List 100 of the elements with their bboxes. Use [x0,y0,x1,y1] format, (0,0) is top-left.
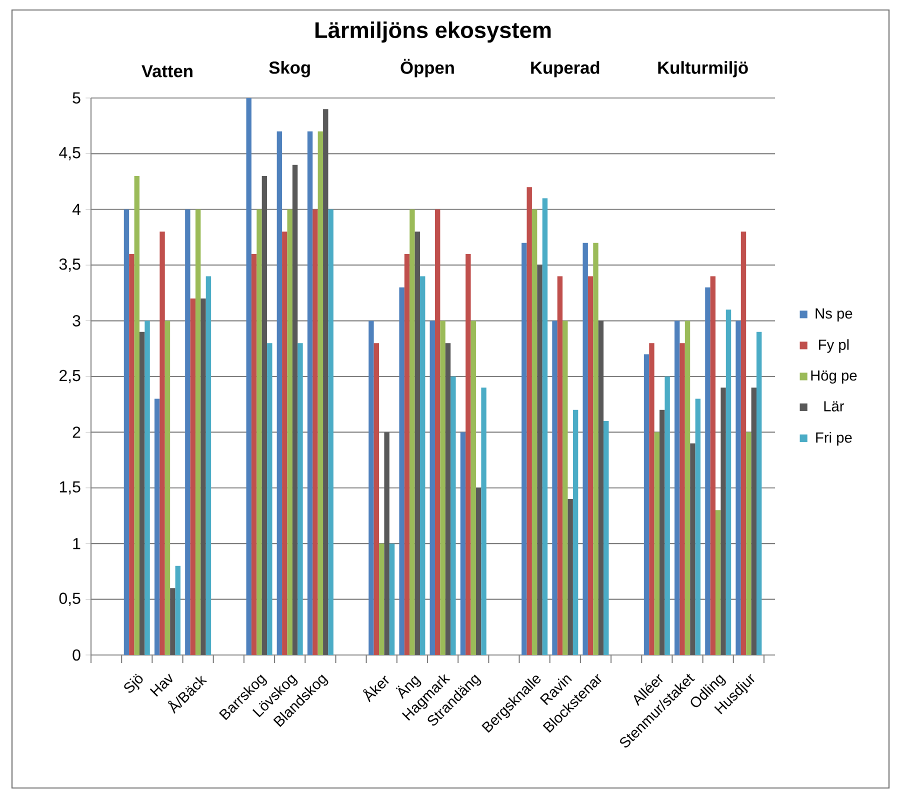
y-tick-label: 1,5 [60,481,80,494]
bar [644,354,650,655]
chart-title: Lärmiljöns ekosystem [315,22,551,43]
bar [190,298,196,655]
bar [470,320,476,655]
bar [542,198,548,655]
bar [445,343,451,655]
bar [537,265,542,655]
bar [129,254,134,655]
bar [282,232,288,655]
bar [572,410,578,655]
bar [582,242,588,655]
bar [674,320,680,655]
bar [139,332,145,655]
y-tick-label: 0,5 [59,592,80,606]
bar [604,421,609,655]
bar [410,209,415,655]
y-tick-label: 5 [72,92,80,104]
bar [526,187,532,655]
bar [389,544,395,655]
bar [568,499,573,655]
y-tick-label: 3 [72,315,80,326]
text: Kulturmiljö [658,61,748,78]
bar [434,209,440,655]
bar [374,343,380,655]
bar [466,254,471,655]
bar [654,432,660,655]
bar [557,276,563,655]
bar [414,232,420,655]
bar [124,209,130,655]
text: Öppen [400,58,454,78]
bar [185,209,190,655]
y-tick-label: 0 [72,649,80,661]
legend-label: Lär [824,401,844,412]
bar [144,320,150,655]
bar [206,276,212,655]
bar [323,109,328,655]
y-tick-label: 2 [72,426,80,438]
bar [588,276,594,655]
bar [705,287,710,655]
bar [756,332,762,655]
bar [276,131,282,655]
bar [154,398,160,655]
bar [552,320,558,655]
bar [710,276,716,655]
bar [160,232,165,655]
y-tick-label: 2,5 [60,370,80,384]
x-tick-label: Sjö [124,674,143,693]
legend-label: Fri pe [816,432,852,446]
bar [368,320,374,655]
bar [716,510,721,655]
text: Kuperad [531,61,600,78]
bar [460,432,466,655]
bar [328,209,334,655]
bar [720,388,726,655]
bar [200,298,206,655]
bar [312,209,318,655]
y-tick-label: 1 [73,538,80,550]
bar [736,320,741,655]
bar [695,398,701,655]
bar [481,388,486,655]
bar [267,343,272,655]
bar [664,376,670,655]
bar [660,410,665,655]
bar [195,209,201,655]
bar [684,320,690,655]
y-tick-label: 4,5 [59,147,80,160]
bar [476,488,482,655]
bar [726,310,732,655]
text: Vatten [142,65,192,78]
bar [404,254,410,655]
bar [740,232,746,655]
bar [175,566,180,655]
bar [751,388,756,655]
legend-label: Fy pl [819,339,849,353]
bar [532,209,538,655]
bar [649,343,654,655]
bar [450,376,456,655]
bar [246,98,252,655]
bar [746,432,752,655]
bar [522,242,527,655]
bar [262,176,268,655]
bar [420,276,426,655]
bar [287,209,292,655]
bar [164,320,170,655]
bar [318,131,324,655]
bar [598,320,604,655]
legend-label: Ns pe [816,308,852,322]
bar [307,131,313,655]
bar [256,209,262,655]
text: Skog [269,61,310,78]
bar [170,588,176,655]
bar [440,320,446,655]
bar [680,343,685,655]
bar [251,254,257,655]
bar [379,544,384,655]
bar [593,242,598,655]
bar [292,164,298,655]
bar [384,432,390,655]
bar [298,343,303,655]
